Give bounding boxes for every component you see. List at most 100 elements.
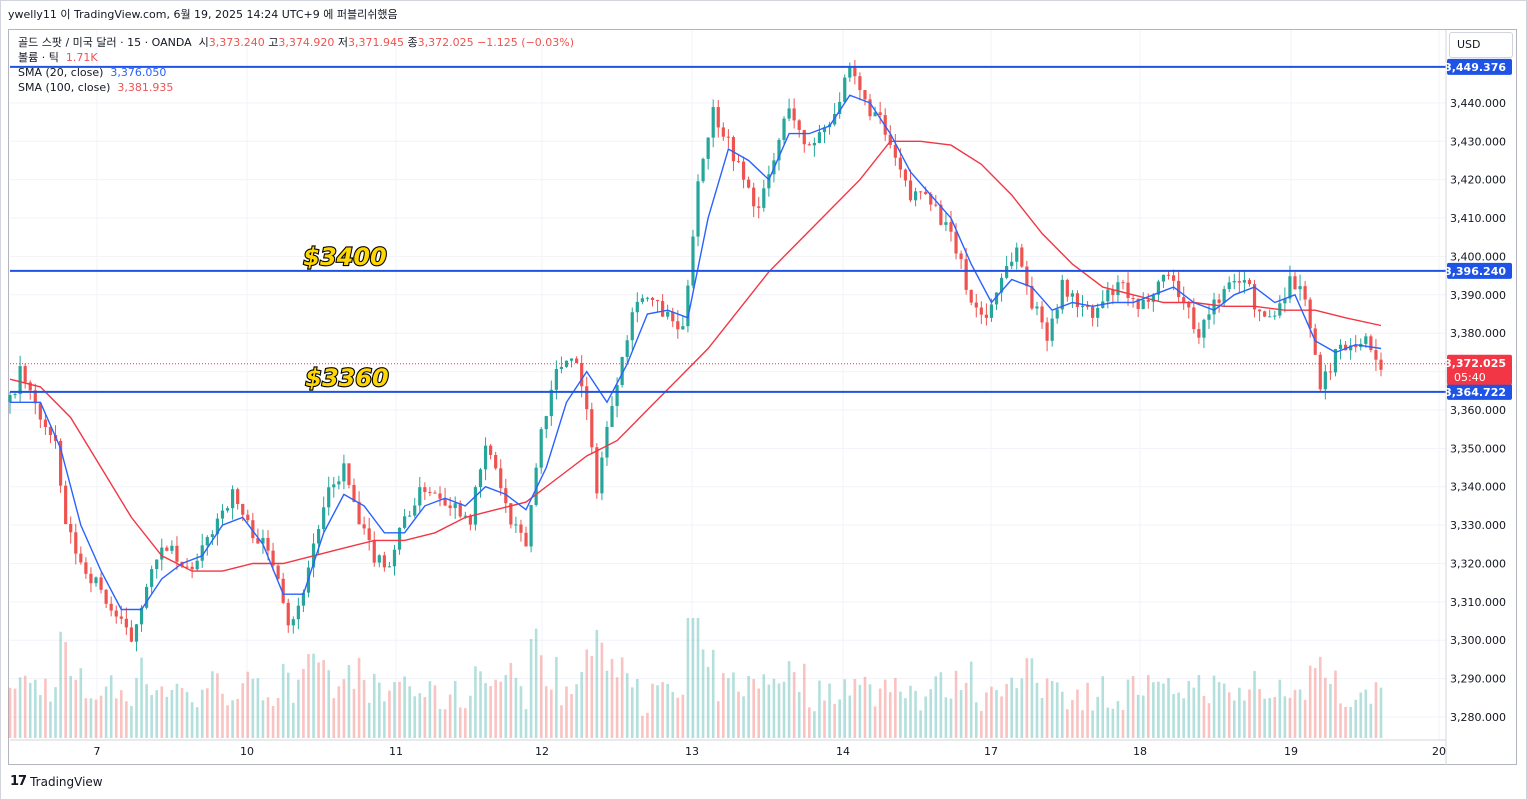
volume-bar (388, 690, 391, 738)
candle-body (934, 204, 938, 206)
legend-volume-row[interactable]: 볼륨 · 틱 1.71K (18, 50, 574, 65)
price-annotation: $3360 (305, 364, 389, 392)
candle-body (215, 518, 220, 535)
volume-bar (873, 706, 877, 738)
volume-bar (610, 658, 614, 738)
candle-body (195, 560, 199, 570)
volume-bar (792, 672, 796, 738)
volume-bar (469, 695, 472, 738)
volume-bars (8, 618, 1383, 738)
volume-bar (600, 642, 604, 738)
candle-body (534, 467, 538, 505)
time-tick-label: 14 (836, 745, 850, 758)
candle-body (1237, 281, 1241, 283)
time-tick-label: 11 (389, 745, 403, 758)
legend-low: 3,371.945 (348, 36, 404, 49)
candle-body (281, 578, 285, 603)
candle-body (1005, 266, 1009, 278)
volume-bar (1334, 670, 1337, 738)
candle-body (18, 366, 22, 395)
candle-body (408, 515, 412, 517)
volume-bar (1278, 679, 1282, 738)
volume-bar (1298, 689, 1302, 738)
candle-body (160, 547, 164, 560)
volume-bar (1010, 677, 1013, 738)
candle-body (48, 426, 53, 435)
candle-body (979, 307, 983, 315)
currency-button[interactable]: USD (1449, 32, 1513, 58)
candle-body (1252, 284, 1257, 310)
volume-bar (362, 679, 366, 738)
legend-sma20-value: 3,376.050 (110, 66, 167, 79)
candle-body (514, 524, 518, 526)
volume-bar (656, 685, 659, 738)
volume-bar (484, 683, 487, 738)
volume-bar (969, 661, 973, 738)
candle-body (777, 139, 781, 161)
volume-bar (838, 699, 841, 738)
candle-body (767, 174, 771, 189)
legend-open: 3,373.240 (208, 36, 265, 49)
volume-bar (433, 685, 437, 738)
candle-body (701, 158, 705, 182)
candle-body (43, 419, 48, 427)
volume-bar (772, 678, 776, 738)
volume-bar (226, 705, 229, 738)
candle-body (888, 134, 892, 145)
candle-body (590, 409, 594, 448)
candle-body (1364, 336, 1368, 344)
candle-body (1354, 345, 1358, 348)
volume-bar (1172, 694, 1175, 738)
volume-bar (813, 711, 816, 738)
volume-bar (44, 678, 47, 738)
volume-bar (1111, 708, 1115, 738)
time-tick-label: 19 (1284, 745, 1298, 758)
legend-sma100-row[interactable]: SMA (100, close) 3,381.935 (18, 80, 574, 95)
candle-body (868, 99, 872, 117)
candle-body (944, 222, 948, 225)
candle-body (1242, 280, 1247, 283)
legend-close-label: 종 (407, 36, 418, 49)
volume-bar (84, 698, 88, 738)
volume-bar (919, 710, 922, 738)
volume-bar (200, 689, 204, 738)
volume-bar (802, 663, 806, 738)
candle-body (539, 429, 543, 468)
candle-body (787, 108, 791, 119)
candle-body (205, 537, 209, 546)
volume-bar (109, 675, 113, 738)
candle-body (1015, 247, 1019, 262)
volume-bar (393, 682, 396, 738)
candle-body (392, 549, 397, 567)
legend-sma20-row[interactable]: SMA (20, close) 3,376.050 (18, 65, 574, 80)
candle-body (190, 566, 194, 570)
volume-bar (1324, 677, 1327, 738)
volume-bar (777, 683, 781, 738)
level-price-tag (1447, 383, 1512, 400)
legend-symbol[interactable]: 골드 스팟 / 미국 달러 · 15 · OANDA (18, 36, 192, 49)
tradingview-logo[interactable]: 17 TradingView (10, 774, 103, 789)
candle-body (494, 454, 498, 469)
volume-bar (570, 694, 573, 738)
volume-bar (352, 688, 356, 738)
volume-bar (1060, 691, 1064, 738)
price-tick-label: 3,440.000 (1450, 97, 1506, 110)
candle-body (210, 534, 214, 538)
volume-bar (479, 671, 482, 738)
candle-body (1293, 276, 1297, 290)
time-tick-label: 10 (240, 745, 254, 758)
volume-bar (302, 668, 305, 738)
volume-bar (211, 671, 214, 738)
volume-bar (231, 700, 234, 738)
volume-bar (1364, 689, 1368, 738)
candle-body (74, 532, 78, 554)
volume-bar (241, 683, 245, 738)
volume-bar (990, 686, 993, 738)
volume-bar (18, 677, 22, 738)
volume-bar (605, 670, 609, 738)
candle-body (1096, 307, 1100, 318)
candle-body (1273, 315, 1277, 317)
volume-bar (878, 688, 882, 738)
volume-bar (1303, 699, 1307, 738)
